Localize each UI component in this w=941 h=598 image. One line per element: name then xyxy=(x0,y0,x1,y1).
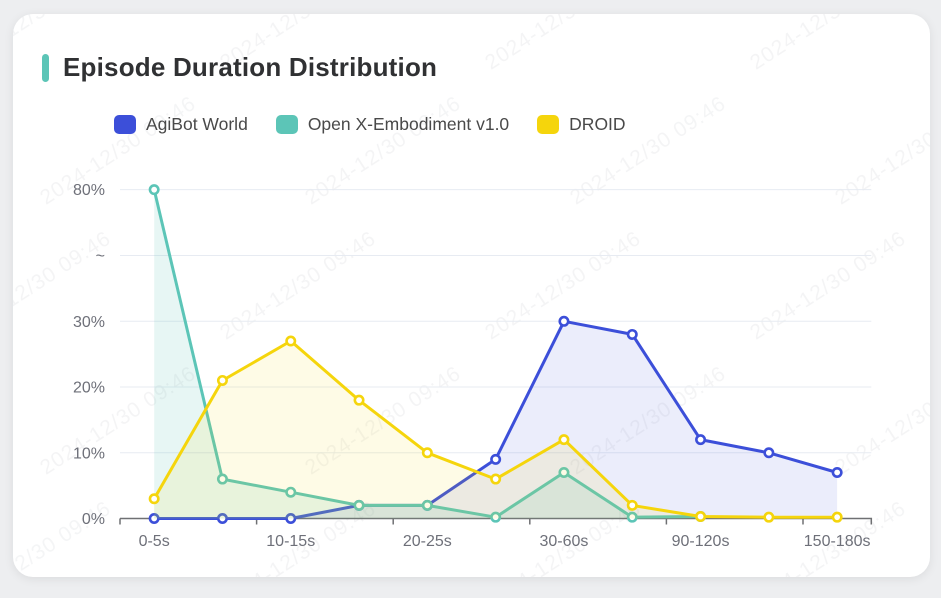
y-axis-label: ~ xyxy=(96,248,105,265)
legend-swatch-agibot-world xyxy=(114,115,136,134)
data-point-agibot-world xyxy=(763,447,775,459)
data-point-open-x-embodiment-v1-0 xyxy=(421,499,433,511)
legend-swatch-droid xyxy=(537,115,560,134)
data-point-droid xyxy=(148,493,160,505)
data-point-open-x-embodiment-v1-0 xyxy=(490,511,502,523)
y-axis-label: 30% xyxy=(73,314,105,331)
data-point-agibot-world xyxy=(490,453,502,465)
data-point-droid xyxy=(763,511,775,523)
x-axis-label: 90-120s xyxy=(672,533,730,550)
series-area-agibot-world xyxy=(154,321,838,519)
legend-label-open-x-embodiment: Open X-Embodiment v1.0 xyxy=(307,114,510,134)
data-point-droid xyxy=(353,394,365,406)
legend-item-droid[interactable]: DROID xyxy=(537,114,626,135)
data-point-open-x-embodiment-v1-0 xyxy=(148,184,160,196)
data-point-agibot-world xyxy=(626,328,638,340)
series-area-droid xyxy=(154,341,838,519)
x-axis-label: 150-180s xyxy=(804,533,871,550)
y-axis-label: 10% xyxy=(73,445,105,462)
data-point-agibot-world xyxy=(148,512,160,524)
data-point-droid xyxy=(558,434,570,446)
data-point-agibot-world xyxy=(558,315,570,327)
data-point-open-x-embodiment-v1-0 xyxy=(353,499,365,511)
x-axis-label: 10-15s xyxy=(266,533,315,550)
legend-item-open-x-embodiment[interactable]: Open X-Embodiment v1.0 xyxy=(275,114,510,135)
chart-header: Episode Duration Distribution xyxy=(42,52,437,83)
y-axis-label: 0% xyxy=(82,511,105,528)
x-axis-label: 30-60s xyxy=(539,533,588,550)
legend: AgiBot World Open X-Embodiment v1.0 DROI… xyxy=(114,114,626,135)
legend-item-agibot-world[interactable]: AgiBot World xyxy=(114,114,248,135)
legend-label-agibot-world: AgiBot World xyxy=(146,114,248,134)
data-point-droid xyxy=(421,447,433,459)
data-point-open-x-embodiment-v1-0 xyxy=(216,473,228,485)
y-axis-label: 80% xyxy=(73,182,105,199)
data-point-agibot-world xyxy=(831,466,843,478)
data-point-open-x-embodiment-v1-0 xyxy=(285,486,297,498)
data-point-agibot-world xyxy=(216,512,228,524)
data-point-droid xyxy=(831,511,843,523)
data-point-droid xyxy=(490,473,502,485)
series-droid xyxy=(148,335,843,523)
data-point-agibot-world xyxy=(285,512,297,524)
data-point-open-x-embodiment-v1-0 xyxy=(558,466,570,478)
x-axis-label: 0-5s xyxy=(139,533,170,550)
y-axis-label: 20% xyxy=(73,380,105,397)
data-point-droid xyxy=(626,499,638,511)
title-accent-bar xyxy=(42,53,49,82)
legend-label-droid: DROID xyxy=(569,114,626,134)
series-area-open-x-embodiment-v1-0 xyxy=(154,189,701,519)
data-point-droid xyxy=(285,335,297,347)
line-chart: 0% 10% 20% 30% ~80% 0-5s 10-15s 20-25s 30-60s 90-… xyxy=(73,182,873,550)
data-point-droid xyxy=(695,511,707,523)
x-axis-label: 20-25s xyxy=(403,533,452,550)
data-point-droid xyxy=(216,374,228,386)
data-point-open-x-embodiment-v1-0 xyxy=(626,511,638,523)
page-title: Episode Duration Distribution xyxy=(63,52,438,82)
data-point-agibot-world xyxy=(695,434,707,446)
legend-swatch-open-x-embodiment xyxy=(275,115,298,134)
